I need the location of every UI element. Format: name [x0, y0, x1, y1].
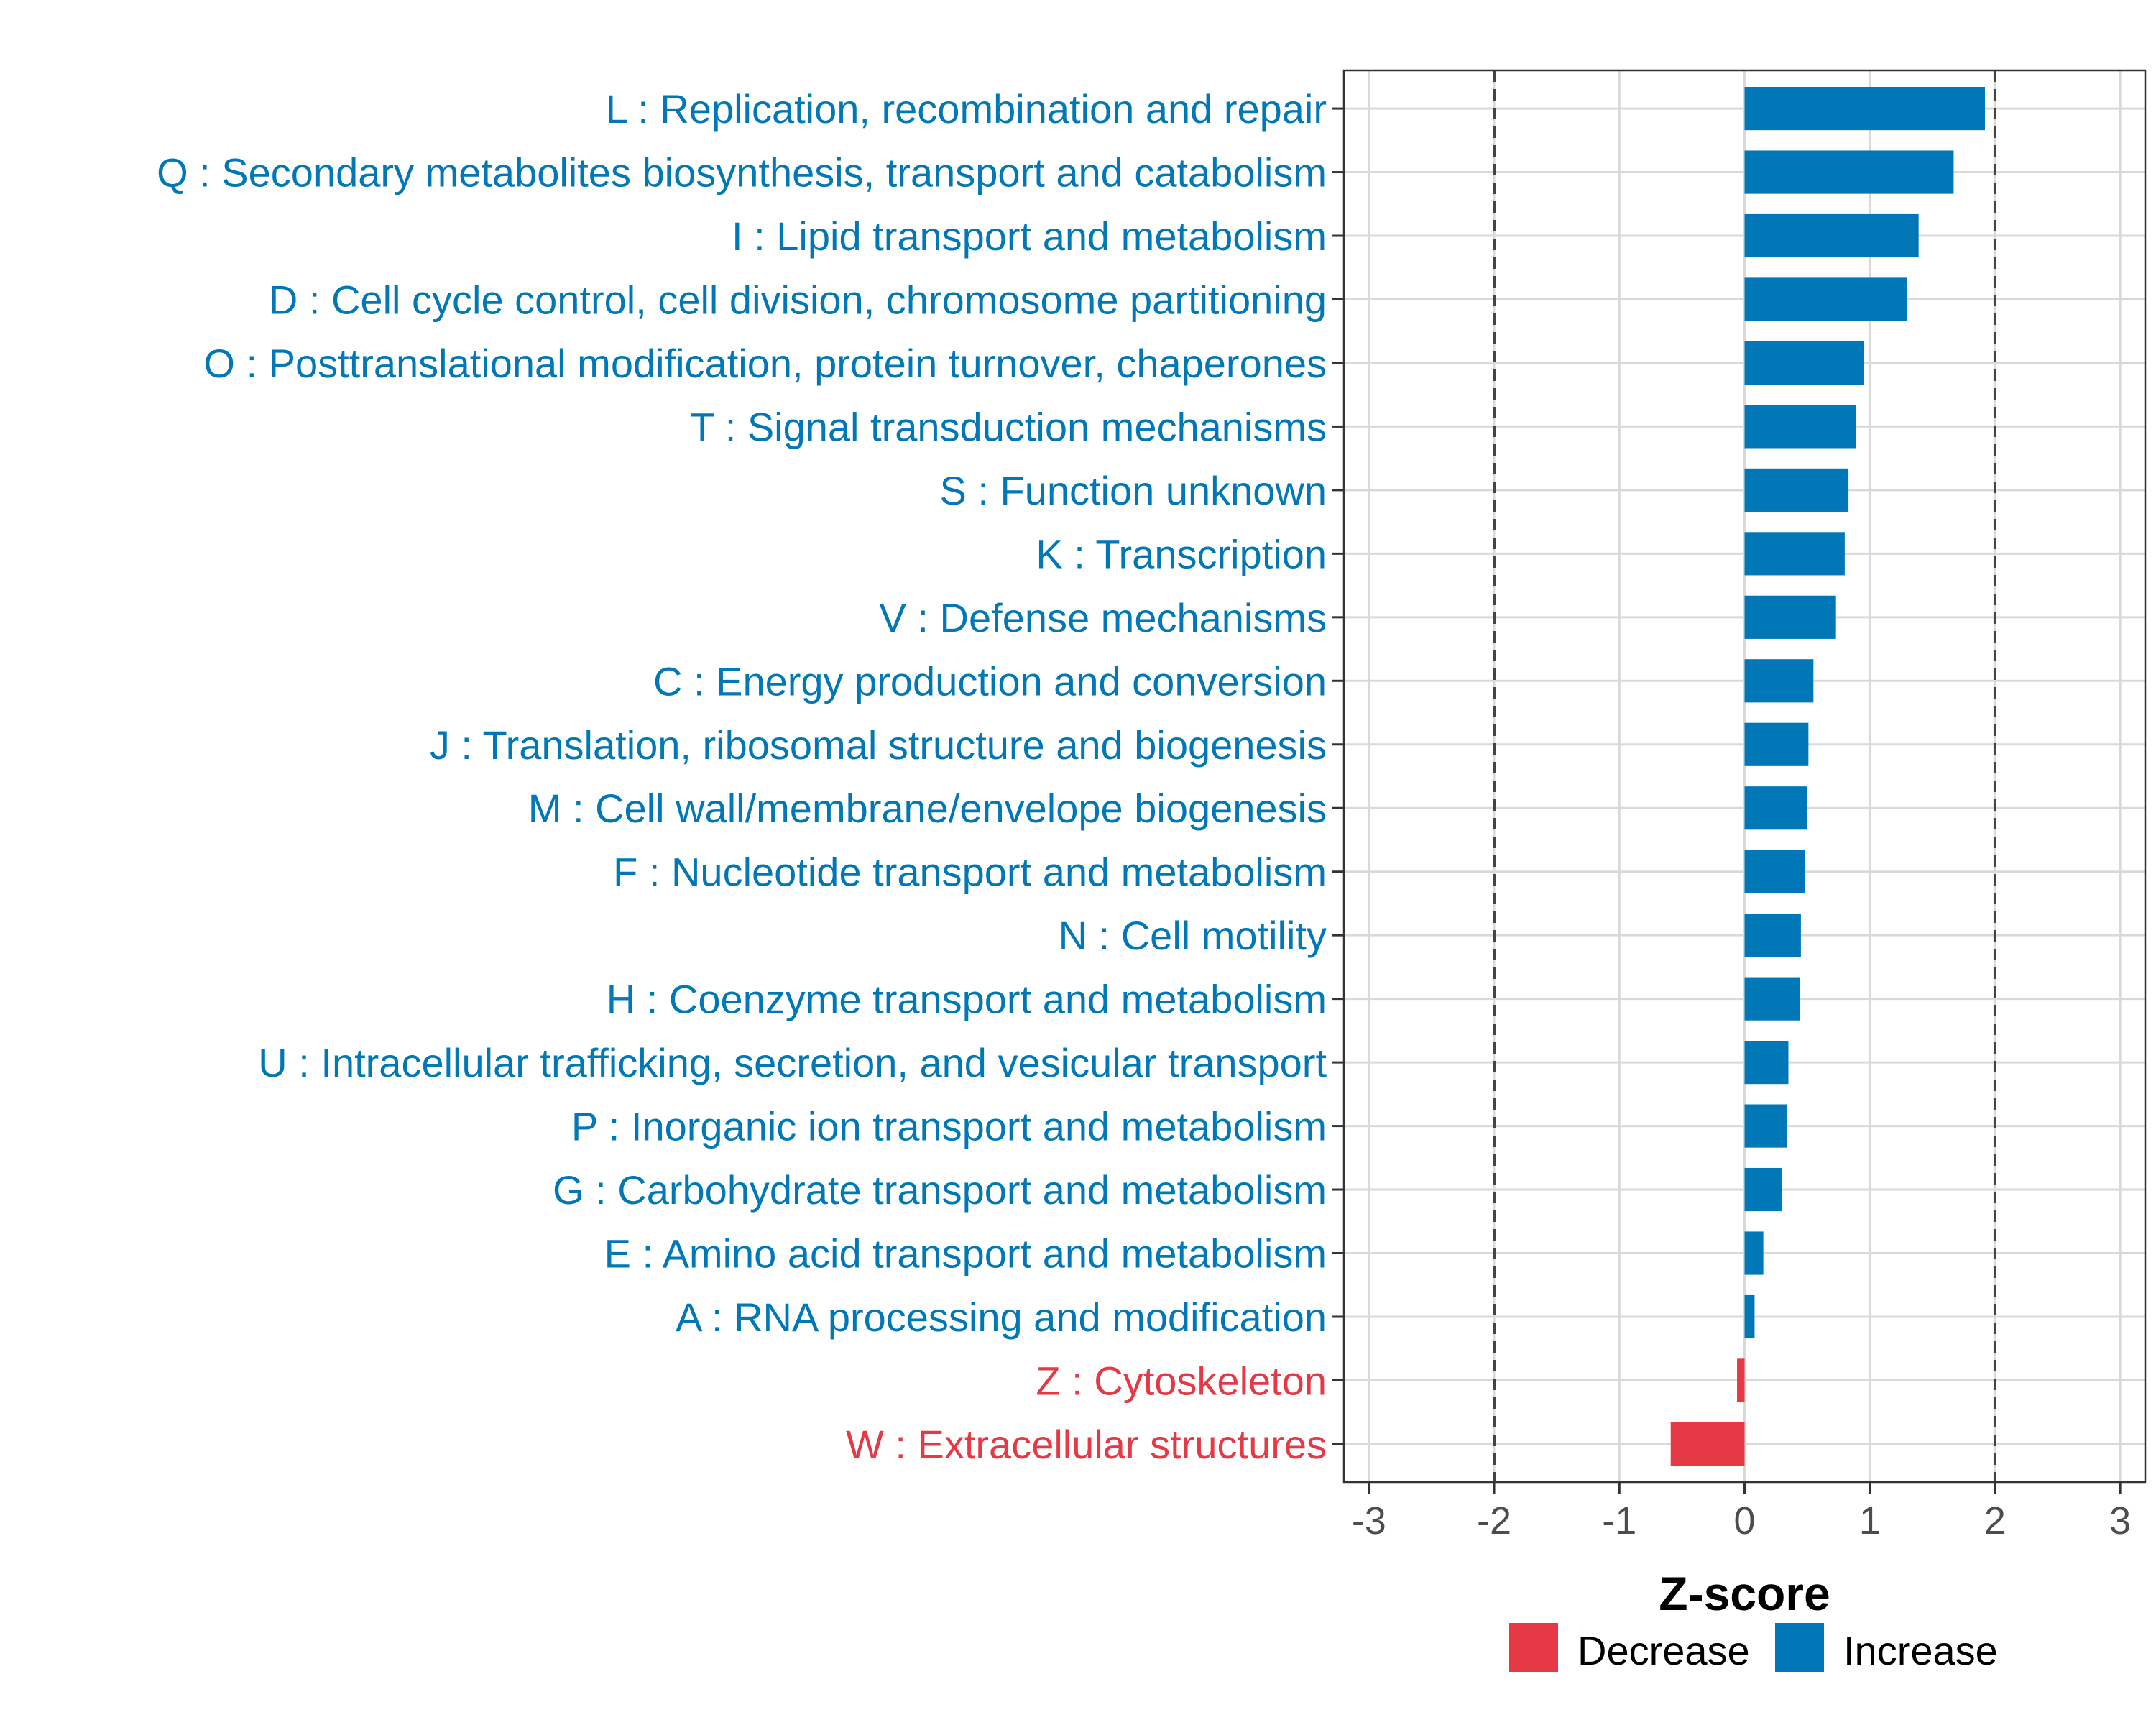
x-tick-label: -1 [1602, 1499, 1636, 1542]
category-label: T : Signal transduction mechanisms [690, 404, 1327, 449]
category-label: V : Defense mechanisms [880, 595, 1327, 640]
bar-0 [1744, 87, 1985, 131]
category-label: G : Carbohydrate transport and metabolis… [553, 1167, 1327, 1213]
category-label: O : Posttranslational modification, prot… [203, 341, 1327, 386]
bar-14 [1744, 977, 1800, 1021]
bar-19 [1744, 1294, 1755, 1339]
bar-6 [1744, 468, 1849, 512]
legend: Decrease Increase [1509, 1623, 1998, 1673]
category-label: Z : Cytoskeleton [1036, 1358, 1327, 1403]
x-tick-label: 3 [2109, 1499, 2131, 1542]
category-label: F : Nucleotide transport and metabolism [613, 850, 1327, 895]
category-label: K : Transcription [1036, 531, 1327, 576]
category-label: N : Cell motility [1059, 913, 1327, 958]
legend-key-decrease [1509, 1623, 1558, 1672]
bar-10 [1744, 722, 1809, 766]
category-label: Q : Secondary metabolites biosynthesis, … [157, 150, 1327, 196]
bar-8 [1744, 595, 1836, 639]
category-label: A : RNA processing and modification [676, 1294, 1327, 1340]
bar-20 [1737, 1358, 1745, 1402]
x-tick-label: 2 [1984, 1499, 2006, 1542]
axis-ticks [1332, 107, 2122, 1494]
x-tick-label: 0 [1733, 1499, 1755, 1542]
category-label: S : Function unknown [939, 468, 1327, 513]
bar-1 [1744, 150, 1954, 194]
category-label: M : Cell wall/membrane/envelope biogenes… [528, 786, 1327, 831]
legend-key-increase [1775, 1623, 1824, 1672]
category-label: E : Amino acid transport and metabolism [604, 1231, 1327, 1276]
category-label: I : Lipid transport and metabolism [732, 213, 1327, 259]
x-tick-label: 1 [1859, 1499, 1881, 1542]
category-label: L : Replication, recombination and repai… [606, 86, 1327, 132]
x-tick-label: -2 [1477, 1499, 1511, 1542]
category-label: C : Energy production and conversion [653, 658, 1327, 704]
category-labels: L : Replication, recombination and repai… [157, 86, 1327, 1467]
bar-7 [1744, 532, 1845, 576]
category-label: J : Translation, ribosomal structure and… [430, 722, 1327, 768]
category-label: U : Intracellular trafficking, secretion… [258, 1040, 1327, 1085]
x-axis-title: Z-score [1659, 1567, 1830, 1620]
bar-11 [1744, 786, 1807, 830]
category-label: D : Cell cycle control, cell division, c… [269, 277, 1327, 322]
bar-16 [1744, 1104, 1787, 1148]
bar-2 [1744, 213, 1919, 258]
bar-13 [1744, 914, 1801, 957]
legend-label-increase: Increase [1843, 1628, 1998, 1673]
x-tick-labels: -3 -2 -1 0 1 2 3 [1352, 1499, 2131, 1542]
bar-5 [1744, 405, 1856, 448]
bar-9 [1744, 659, 1814, 703]
bar-18 [1744, 1231, 1764, 1275]
bars [1670, 87, 1985, 1466]
bar-17 [1744, 1167, 1782, 1212]
legend-label-decrease: Decrease [1577, 1628, 1750, 1673]
bar-3 [1744, 277, 1907, 321]
bar-21 [1670, 1422, 1745, 1466]
bar-15 [1744, 1041, 1789, 1085]
bar-4 [1744, 341, 1864, 385]
category-label: H : Coenzyme transport and metabolism [607, 977, 1327, 1022]
bar-12 [1744, 850, 1805, 893]
x-tick-label: -3 [1352, 1499, 1386, 1542]
category-label: W : Extracellular structures [846, 1422, 1327, 1467]
category-label: P : Inorganic ion transport and metaboli… [571, 1104, 1327, 1149]
reference-lines [1493, 70, 1996, 1482]
